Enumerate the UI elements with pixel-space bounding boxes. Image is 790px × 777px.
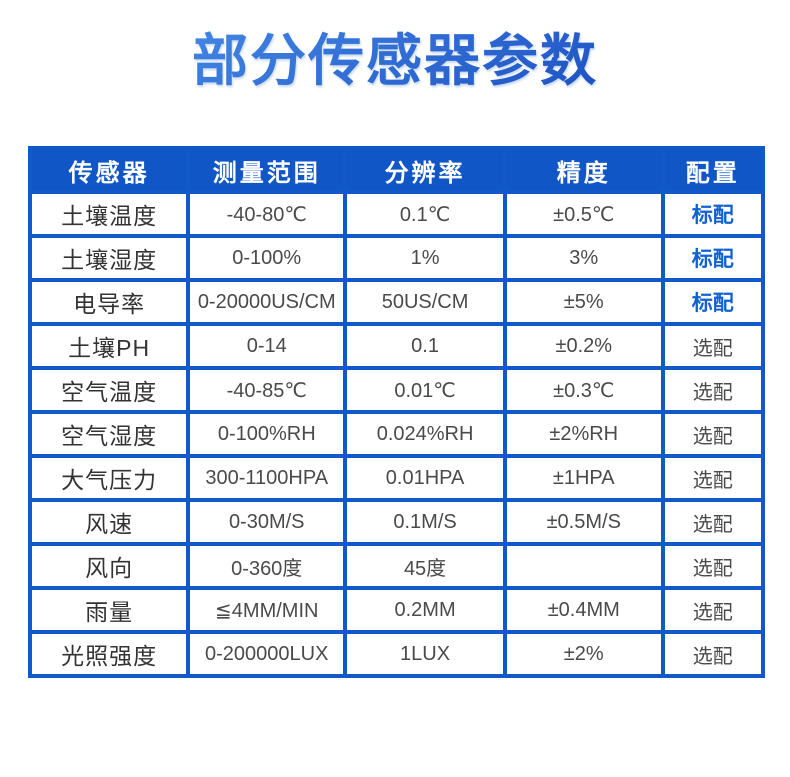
cell-sensor: 空气温度 — [27, 366, 191, 414]
cell-config: 选配 — [660, 630, 766, 678]
cell-range: 0-100% — [186, 234, 348, 282]
cell-range: 0-30M/S — [186, 498, 348, 546]
cell-accuracy: 3% — [502, 234, 665, 282]
page: 部分传感器参数 传感器 测量范围 分辨率 精度 配置 土壤温度 -40-80℃ … — [0, 24, 790, 777]
cell-resolution: 1LUX — [343, 630, 507, 678]
cell-sensor: 大气压力 — [27, 454, 191, 502]
cell-config: 标配 — [660, 278, 766, 326]
header-cell-range: 测量范围 — [186, 146, 348, 194]
cell-accuracy — [502, 542, 665, 590]
cell-resolution: 0.1 — [343, 322, 507, 370]
cell-sensor: 土壤湿度 — [27, 234, 191, 282]
cell-resolution: 50US/CM — [343, 278, 507, 326]
cell-accuracy: ±1HPA — [502, 454, 665, 502]
table-row: 土壤温度 -40-80℃ 0.1℃ ±0.5℃ 标配 — [27, 190, 766, 238]
table-row: 光照强度 0-200000LUX 1LUX ±2% 选配 — [27, 630, 766, 678]
cell-resolution: 0.024%RH — [343, 410, 507, 458]
header-cell-resolution: 分辨率 — [343, 146, 507, 194]
cell-sensor: 风速 — [27, 498, 191, 546]
cell-range: -40-85℃ — [186, 366, 348, 414]
table-row: 电导率 0-20000US/CM 50US/CM ±5% 标配 — [27, 278, 766, 326]
table-row: 大气压力 300-1100HPA 0.01HPA ±1HPA 选配 — [27, 454, 766, 502]
cell-accuracy: ±0.5℃ — [502, 190, 665, 238]
page-title: 部分传感器参数 — [0, 24, 790, 98]
cell-range: -40-80℃ — [186, 190, 348, 238]
cell-accuracy: ±0.2% — [502, 322, 665, 370]
cell-accuracy: ±5% — [502, 278, 665, 326]
table-row: 土壤PH 0-14 0.1 ±0.2% 选配 — [27, 322, 766, 370]
cell-resolution: 1% — [343, 234, 507, 282]
cell-range: 0-200000LUX — [186, 630, 348, 678]
cell-range: 300-1100HPA — [186, 454, 348, 502]
sensor-spec-table: 传感器 测量范围 分辨率 精度 配置 土壤温度 -40-80℃ 0.1℃ ±0.… — [27, 146, 766, 678]
cell-sensor: 土壤温度 — [27, 190, 191, 238]
cell-resolution: 0.1℃ — [343, 190, 507, 238]
cell-accuracy: ±2%RH — [502, 410, 665, 458]
cell-accuracy: ±0.5M/S — [502, 498, 665, 546]
cell-sensor: 电导率 — [27, 278, 191, 326]
cell-sensor: 风向 — [27, 542, 191, 590]
cell-sensor: 光照强度 — [27, 630, 191, 678]
cell-resolution: 0.01℃ — [343, 366, 507, 414]
header-cell-config: 配置 — [660, 146, 766, 194]
cell-config: 选配 — [660, 586, 766, 634]
header-cell-accuracy: 精度 — [502, 146, 665, 194]
cell-accuracy: ±2% — [502, 630, 665, 678]
cell-config: 选配 — [660, 498, 766, 546]
table-row: 空气湿度 0-100%RH 0.024%RH ±2%RH 选配 — [27, 410, 766, 458]
cell-range: 0-100%RH — [186, 410, 348, 458]
table-header-row: 传感器 测量范围 分辨率 精度 配置 — [27, 146, 766, 194]
cell-resolution: 0.2MM — [343, 586, 507, 634]
cell-config: 选配 — [660, 454, 766, 502]
cell-range: 0-360度 — [186, 542, 348, 590]
cell-sensor: 空气湿度 — [27, 410, 191, 458]
cell-resolution: 45度 — [343, 542, 507, 590]
cell-range: 0-14 — [186, 322, 348, 370]
table-row: 空气温度 -40-85℃ 0.01℃ ±0.3℃ 选配 — [27, 366, 766, 414]
table-row: 风向 0-360度 45度 选配 — [27, 542, 766, 590]
cell-config: 选配 — [660, 366, 766, 414]
header-cell-sensor: 传感器 — [27, 146, 191, 194]
cell-range: ≦4MM/MIN — [186, 586, 348, 634]
cell-resolution: 0.1M/S — [343, 498, 507, 546]
cell-sensor: 雨量 — [27, 586, 191, 634]
cell-config: 选配 — [660, 322, 766, 370]
cell-config: 选配 — [660, 410, 766, 458]
table-row: 土壤湿度 0-100% 1% 3% 标配 — [27, 234, 766, 282]
cell-config: 标配 — [660, 234, 766, 282]
table-row: 风速 0-30M/S 0.1M/S ±0.5M/S 选配 — [27, 498, 766, 546]
cell-sensor: 土壤PH — [27, 322, 191, 370]
table-row: 雨量 ≦4MM/MIN 0.2MM ±0.4MM 选配 — [27, 586, 766, 634]
cell-accuracy: ±0.3℃ — [502, 366, 665, 414]
cell-config: 选配 — [660, 542, 766, 590]
cell-range: 0-20000US/CM — [186, 278, 348, 326]
cell-config: 标配 — [660, 190, 766, 238]
cell-accuracy: ±0.4MM — [502, 586, 665, 634]
cell-resolution: 0.01HPA — [343, 454, 507, 502]
